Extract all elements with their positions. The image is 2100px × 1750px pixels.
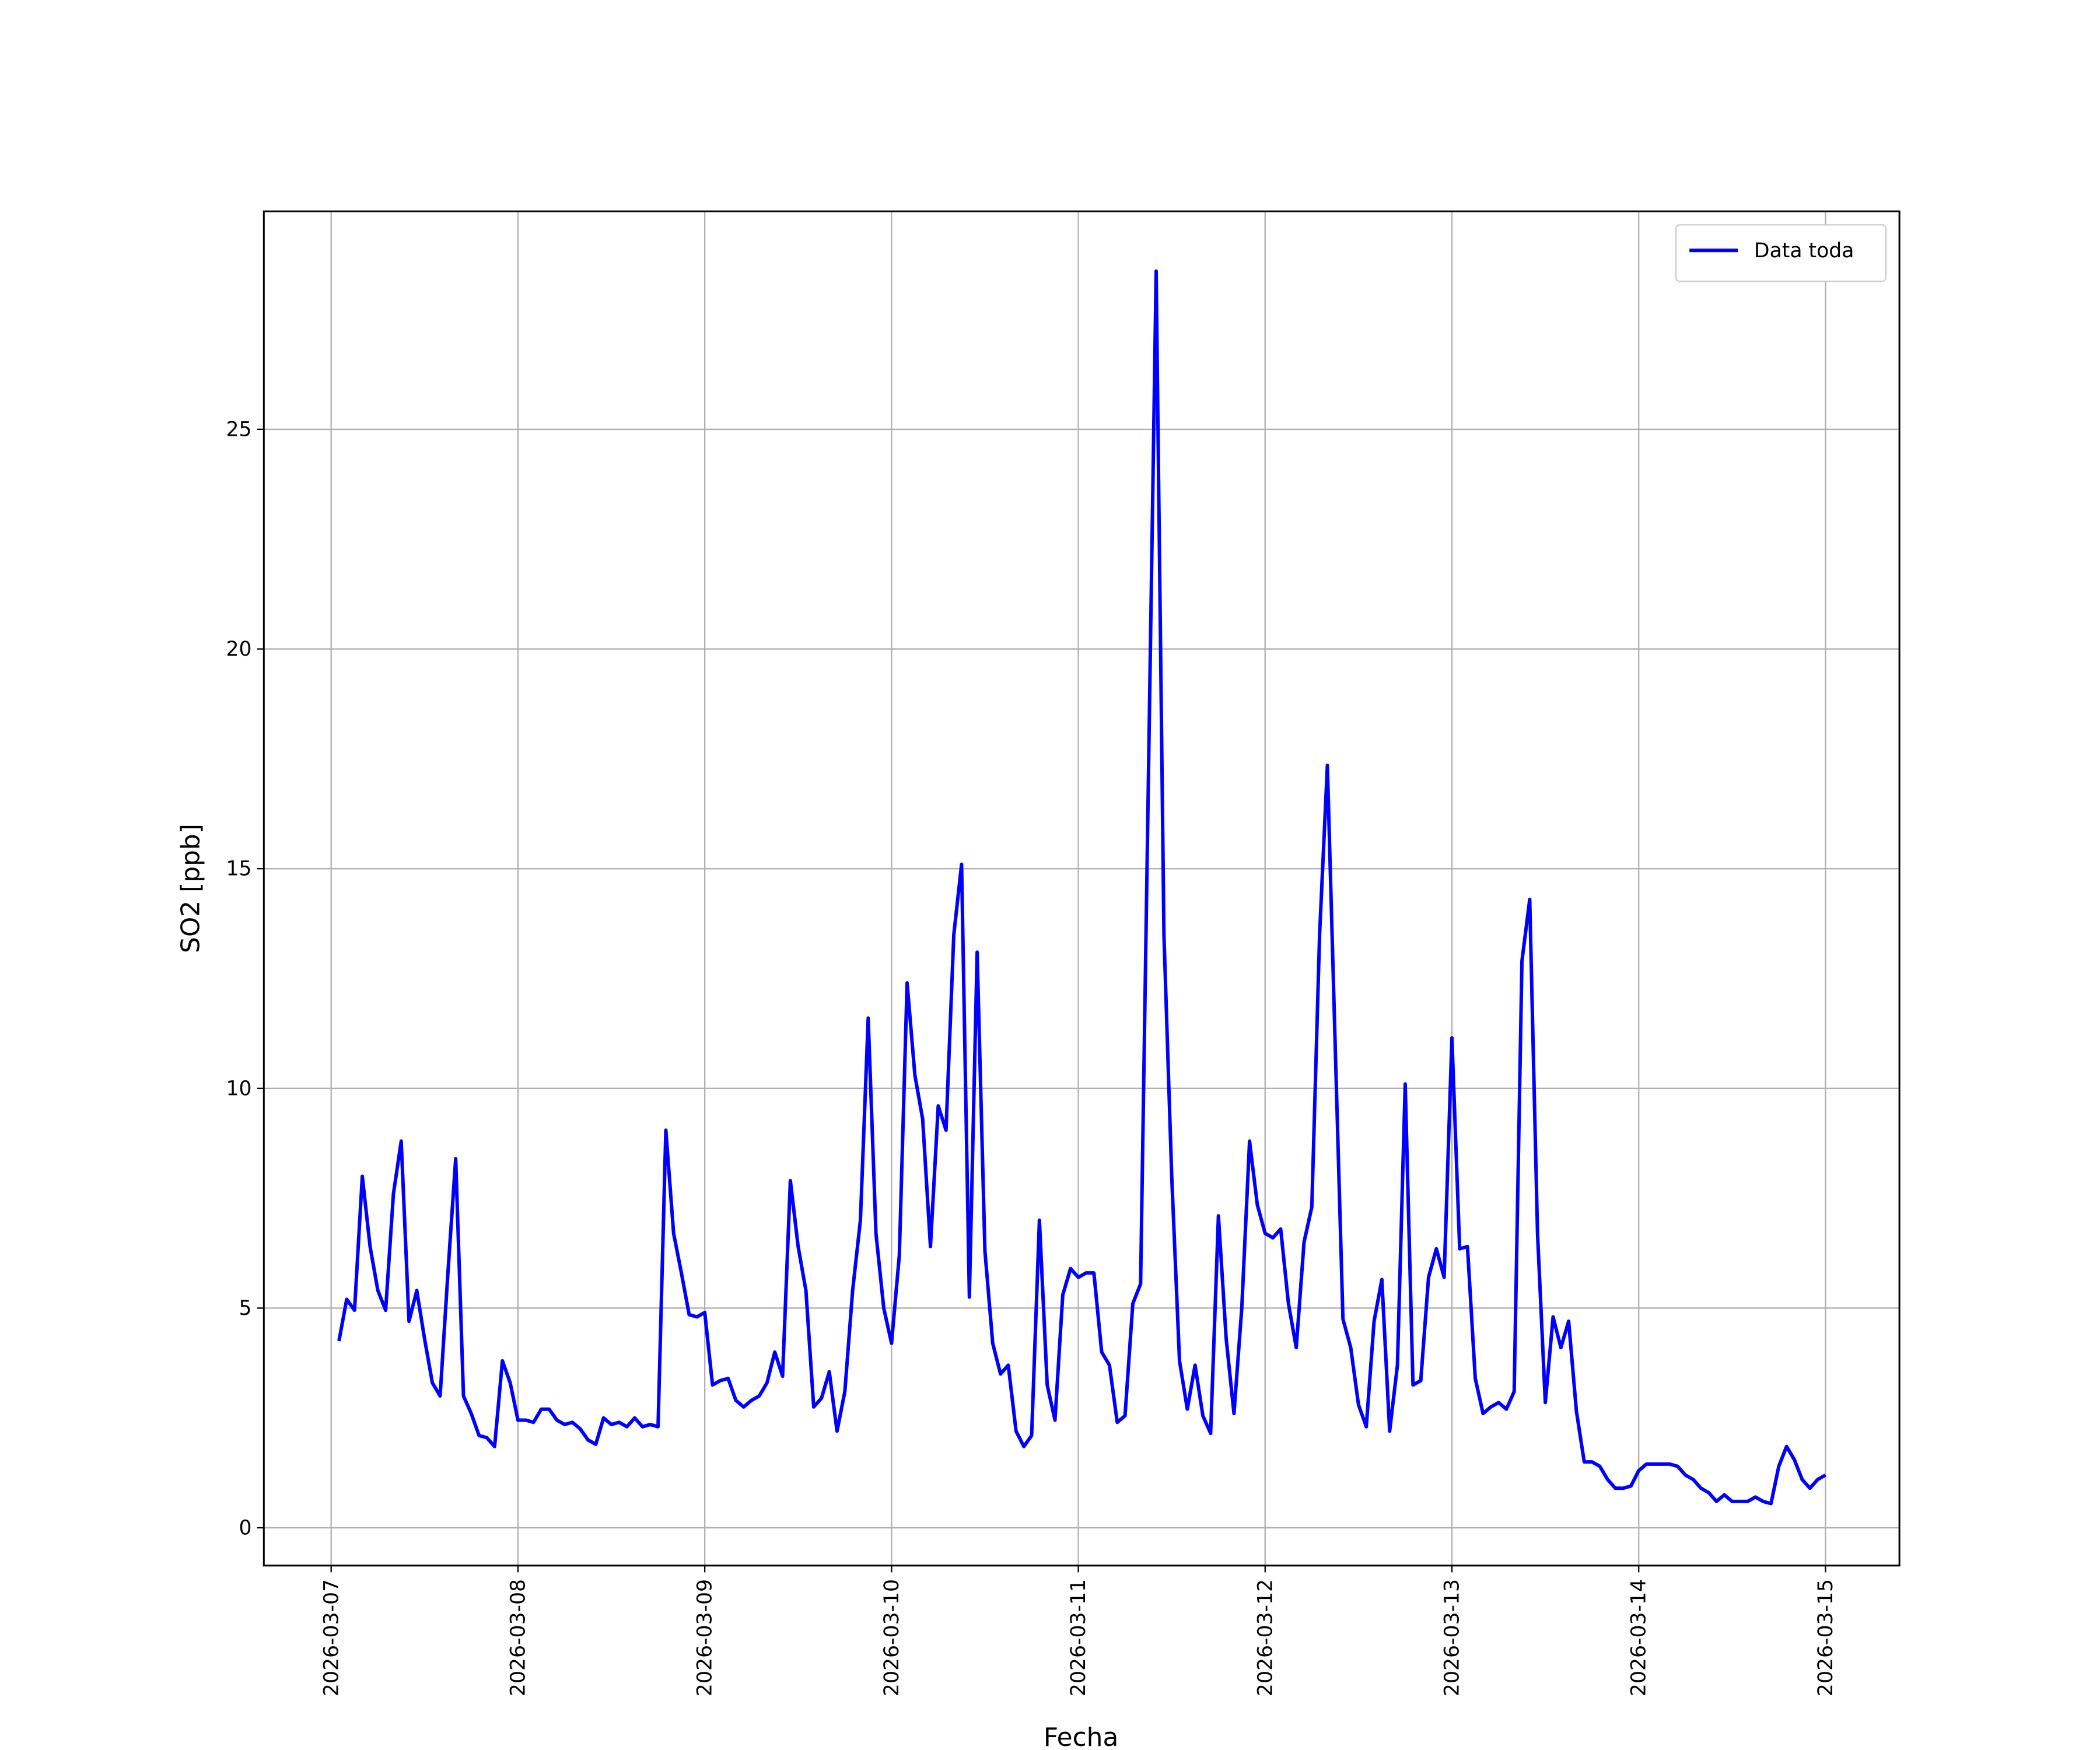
x-tick-label: 2026-03-08 [506,1579,530,1696]
legend: Data toda [1675,224,1887,282]
plot-frame [262,210,1901,1567]
x-axis-label: Fecha [1044,1723,1119,1750]
y-axis-label: SO2 [ppb] [176,824,206,953]
legend-box [1675,224,1887,282]
data-line [337,269,1826,1506]
legend-label: Data toda [1754,239,1854,262]
x-tick-label: 2026-03-12 [1254,1579,1277,1696]
y-tick-label: 0 [239,1517,252,1540]
y-tick-label: 15 [226,858,251,881]
x-tick-label: 2026-03-09 [694,1579,717,1696]
x-tick-label: 2026-03-13 [1441,1579,1464,1696]
y-tick-label: 10 [226,1077,251,1100]
y-tick-label: 5 [239,1297,252,1320]
x-tick-label: 2026-03-07 [320,1579,343,1696]
x-tick-label: 2026-03-10 [880,1579,904,1696]
y-tick-label: 25 [226,418,251,441]
x-tick-label: 2026-03-14 [1628,1579,1651,1696]
y-tick-label: 20 [226,638,251,661]
x-tick-label: 2026-03-11 [1067,1579,1090,1696]
x-tick-label: 2026-03-15 [1814,1579,1838,1696]
